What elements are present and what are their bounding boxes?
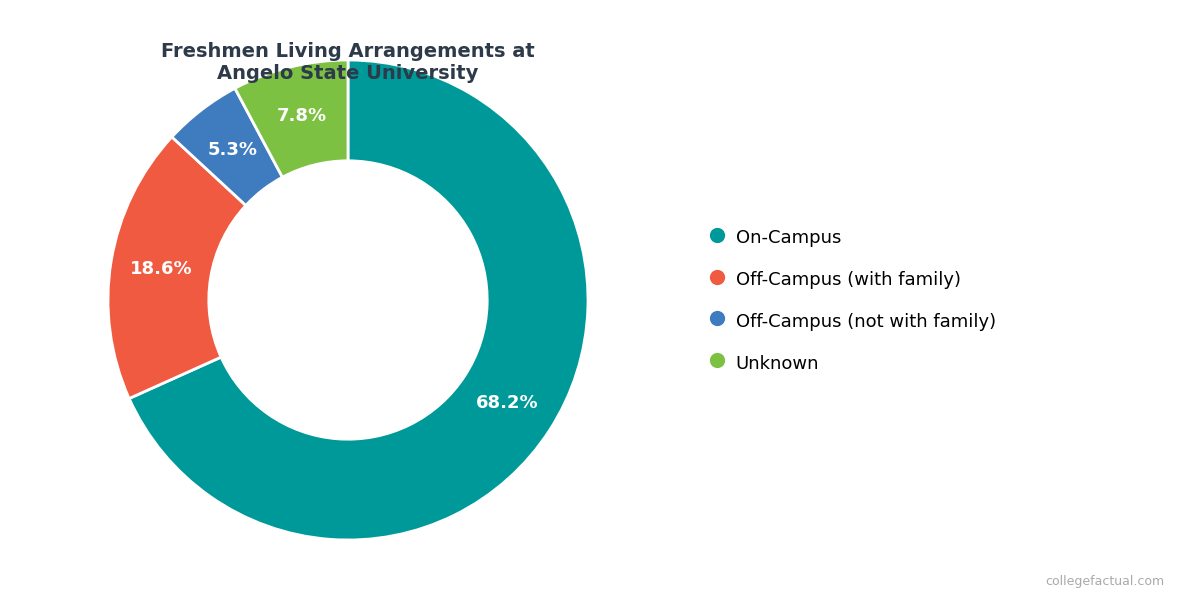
Text: Freshmen Living Arrangements at
Angelo State University: Freshmen Living Arrangements at Angelo S… [161,42,535,83]
Legend: On-Campus, Off-Campus (with family), Off-Campus (not with family), Unknown: On-Campus, Off-Campus (with family), Off… [695,208,1014,392]
Text: 18.6%: 18.6% [130,260,192,278]
Wedge shape [172,88,282,205]
Text: 68.2%: 68.2% [476,394,539,412]
Text: 5.3%: 5.3% [208,141,257,159]
Wedge shape [130,60,588,540]
Wedge shape [108,137,246,398]
Wedge shape [235,60,348,177]
Text: 7.8%: 7.8% [277,107,328,125]
Text: collegefactual.com: collegefactual.com [1045,575,1164,588]
